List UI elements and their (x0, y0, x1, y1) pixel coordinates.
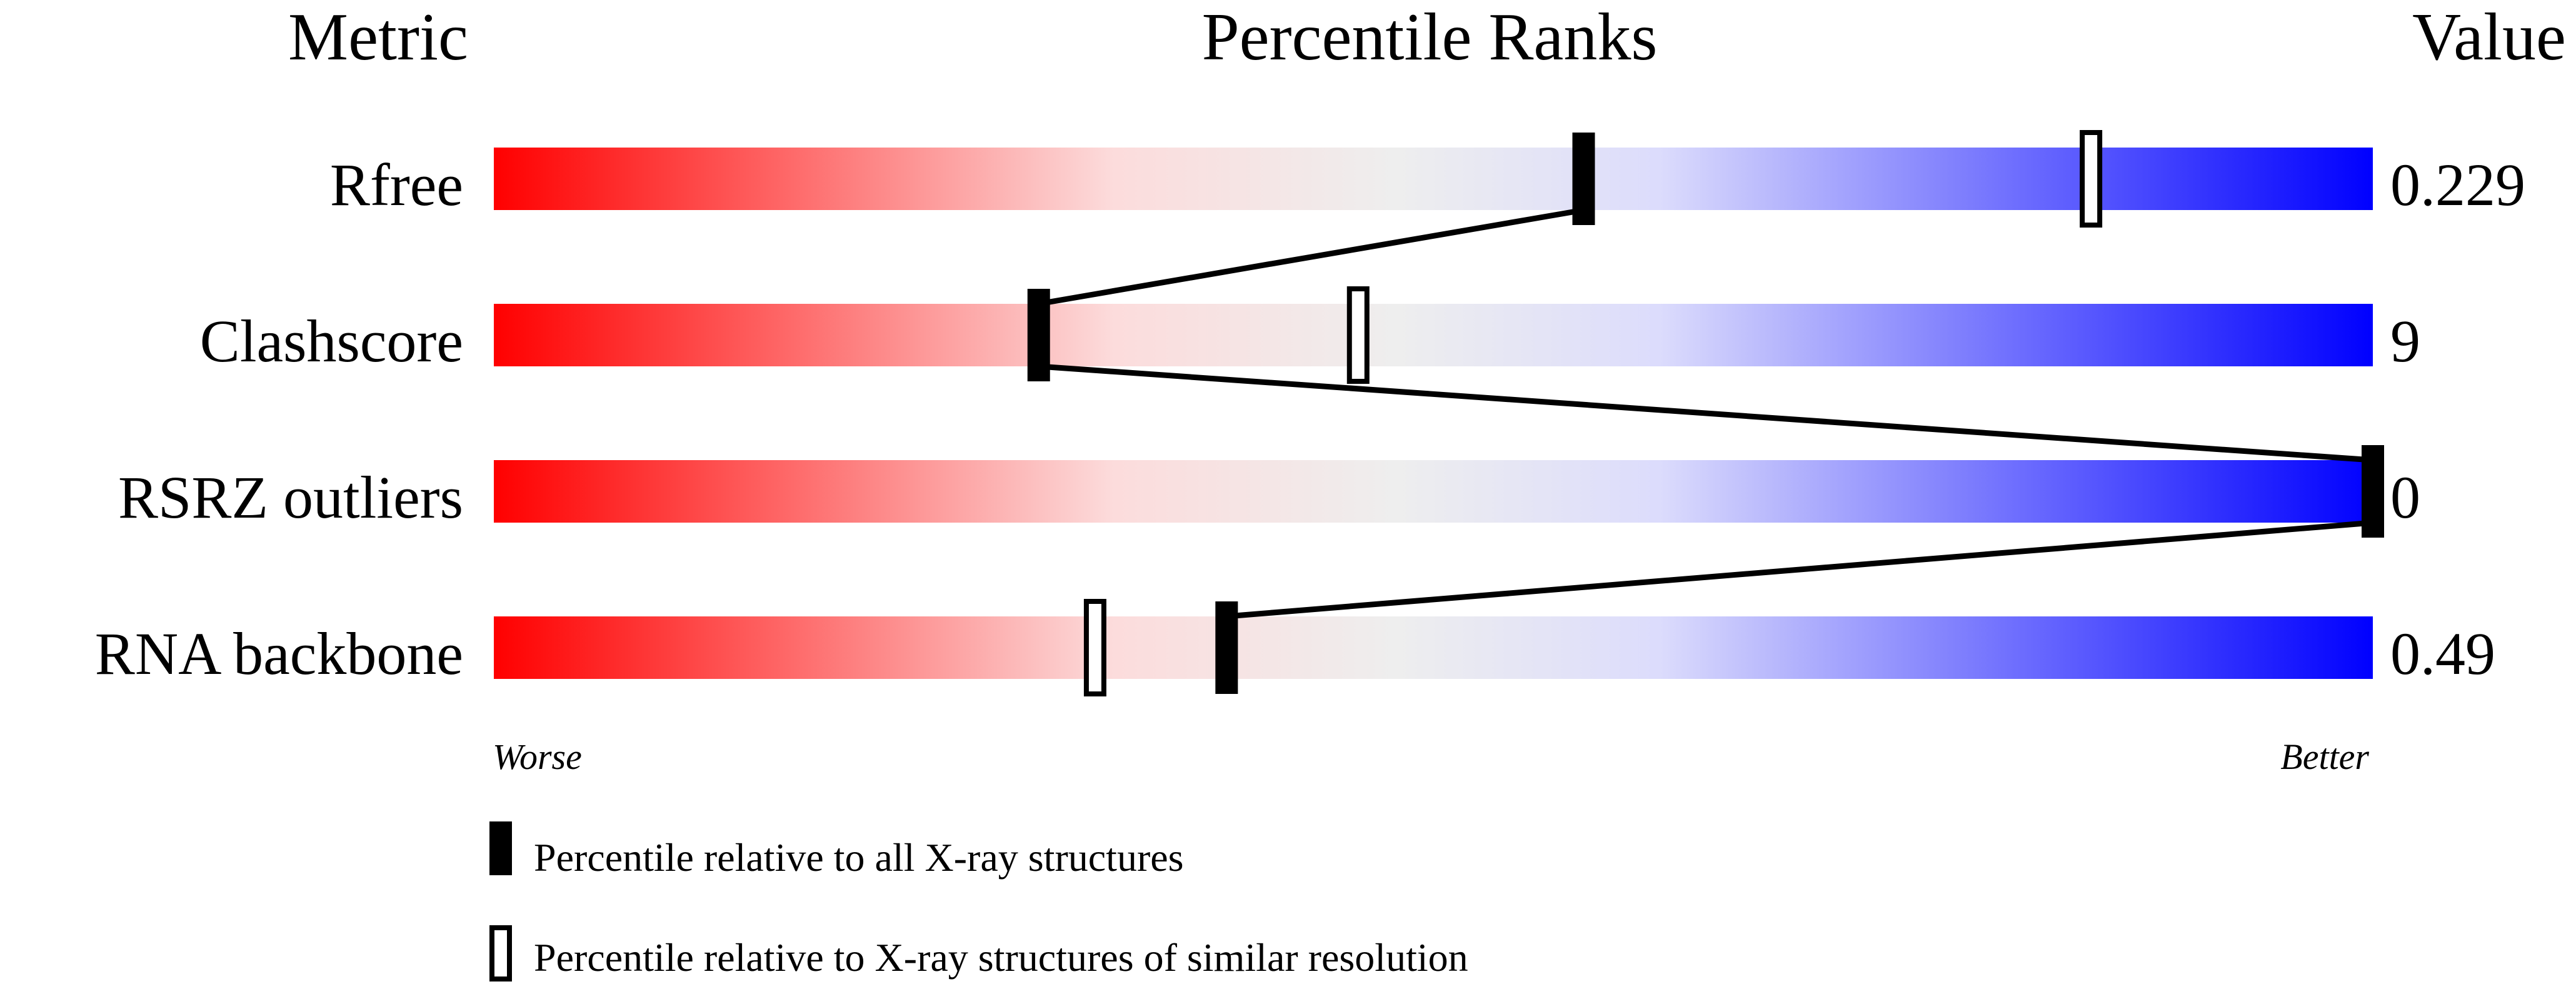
connector-line (1038, 207, 1585, 307)
header-value: Value (2412, 0, 2566, 74)
percentile-bar (494, 304, 2373, 366)
percentile-bar (494, 148, 2373, 210)
similar-resolution-marker (1083, 599, 1106, 696)
all-structures-marker (1572, 133, 1595, 225)
metric-label: Clashscore (200, 308, 463, 374)
metric-value: 0.229 (2390, 151, 2525, 218)
connector-line (1226, 520, 2373, 620)
metric-value: 0.49 (2390, 620, 2495, 687)
header-percentile-ranks: Percentile Ranks (1202, 0, 1658, 74)
legend-similar-label: Percentile relative to X-ray structures … (534, 935, 1468, 980)
metric-label: RNA backbone (95, 620, 463, 687)
percentile-bar (494, 616, 2373, 679)
all-structures-marker (1027, 289, 1050, 381)
similar-resolution-marker (2080, 130, 2103, 228)
axis-better-label: Better (2280, 736, 2369, 777)
axis-worse-label: Worse (493, 736, 582, 777)
legend-all-label: Percentile relative to all X-ray structu… (534, 835, 1184, 880)
legend-open-marker (489, 925, 512, 981)
metric-value: 9 (2390, 308, 2420, 374)
percentile-bar (494, 460, 2373, 523)
connector-line (1038, 363, 2373, 463)
all-structures-marker (2362, 445, 2384, 538)
metric-label: RSRZ outliers (118, 464, 463, 531)
metric-label: Rfree (330, 151, 463, 218)
header-metric: Metric (288, 0, 468, 74)
all-structures-marker (1215, 601, 1238, 694)
similar-resolution-marker (1346, 286, 1370, 384)
legend-filled-marker (489, 821, 512, 875)
metric-value: 0 (2390, 464, 2420, 531)
